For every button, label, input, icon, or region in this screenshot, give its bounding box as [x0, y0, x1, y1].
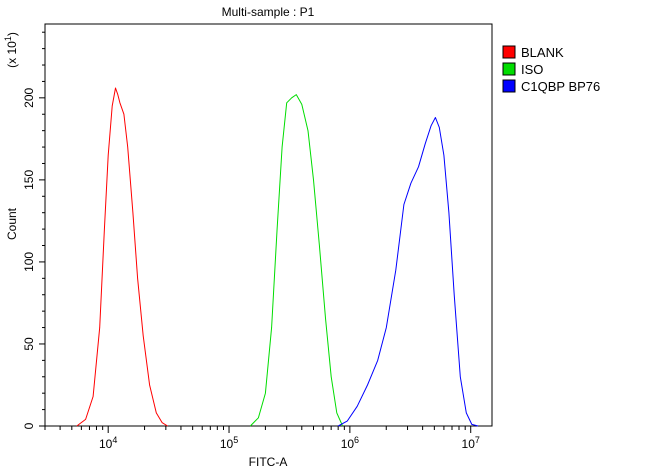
legend-label: BLANK — [521, 45, 564, 60]
y-axis-label: Count — [5, 207, 19, 240]
y-tick-label: 150 — [22, 170, 36, 190]
x-tick-label: 106 — [341, 435, 359, 451]
x-axis-label: FITC-A — [249, 455, 288, 469]
series-line-iso — [249, 94, 344, 427]
legend-swatch — [502, 45, 516, 59]
y-tick-label: 50 — [22, 337, 36, 351]
x-tick-label: 107 — [462, 435, 480, 451]
y-axis: 0 50 100 150 200 — [22, 31, 45, 429]
legend-label: ISO — [521, 62, 543, 77]
y-multiplier-label: (x 101) — [3, 32, 19, 68]
chart-title: Multi-sample : P1 — [222, 5, 315, 19]
svg-text:(x 101): (x 101) — [3, 32, 19, 68]
series-line-blank — [76, 87, 168, 427]
series-line-c1qbp-bp76 — [337, 117, 479, 427]
plot-frame — [44, 23, 493, 427]
x-axis: 104 105 106 107 — [44, 426, 480, 451]
y-tick-label: 200 — [22, 88, 36, 108]
x-tick-label: 104 — [99, 435, 117, 451]
series-layer — [76, 87, 479, 427]
legend-swatch — [502, 79, 516, 93]
y-multiplier-exponent: 1 — [3, 36, 13, 41]
legend: BLANK ISO C1QBP BP76 — [502, 45, 600, 94]
y-tick-label: 0 — [22, 422, 36, 429]
legend-swatch — [502, 62, 516, 76]
x-tick-label: 105 — [220, 435, 238, 451]
legend-label: C1QBP BP76 — [521, 79, 600, 94]
y-multiplier-base: (x 10 — [5, 41, 19, 68]
y-tick-label: 100 — [22, 252, 36, 272]
